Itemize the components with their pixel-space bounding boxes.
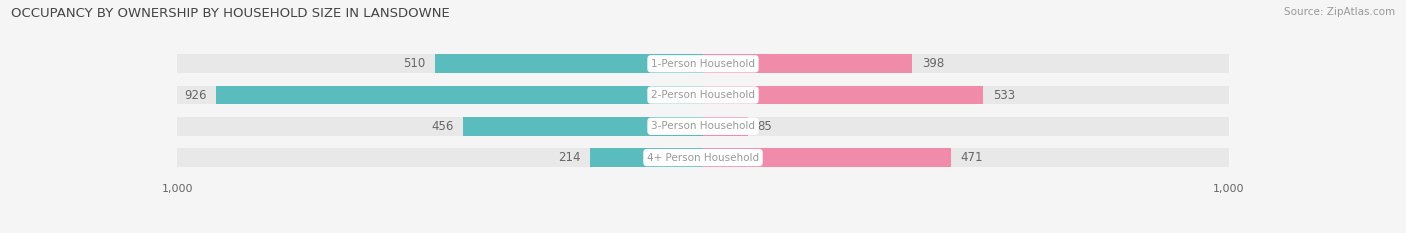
- Text: 4+ Person Household: 4+ Person Household: [647, 153, 759, 163]
- Bar: [703, 86, 983, 104]
- Text: 3-Person Household: 3-Person Household: [651, 121, 755, 131]
- Text: 510: 510: [404, 57, 426, 70]
- Text: 2-Person Household: 2-Person Household: [651, 90, 755, 100]
- Bar: [703, 117, 1229, 136]
- Bar: [703, 117, 748, 136]
- Text: 533: 533: [993, 89, 1015, 102]
- Bar: [703, 86, 1229, 104]
- Text: 1-Person Household: 1-Person Household: [651, 59, 755, 69]
- Bar: [217, 86, 703, 104]
- Text: 926: 926: [184, 89, 207, 102]
- Bar: [177, 117, 703, 136]
- Bar: [177, 86, 703, 104]
- Text: 85: 85: [758, 120, 772, 133]
- Bar: [591, 148, 703, 167]
- Bar: [463, 117, 703, 136]
- Bar: [703, 55, 1229, 73]
- Text: 398: 398: [922, 57, 943, 70]
- Bar: [703, 148, 950, 167]
- Text: OCCUPANCY BY OWNERSHIP BY HOUSEHOLD SIZE IN LANSDOWNE: OCCUPANCY BY OWNERSHIP BY HOUSEHOLD SIZE…: [11, 7, 450, 20]
- Bar: [177, 148, 703, 167]
- Legend: Owner-occupied, Renter-occupied: Owner-occupied, Renter-occupied: [585, 229, 821, 233]
- Bar: [703, 55, 912, 73]
- Bar: [434, 55, 703, 73]
- Bar: [703, 148, 1229, 167]
- Text: 471: 471: [960, 151, 983, 164]
- Text: 456: 456: [432, 120, 454, 133]
- Text: Source: ZipAtlas.com: Source: ZipAtlas.com: [1284, 7, 1395, 17]
- Bar: [177, 55, 703, 73]
- Text: 214: 214: [558, 151, 581, 164]
